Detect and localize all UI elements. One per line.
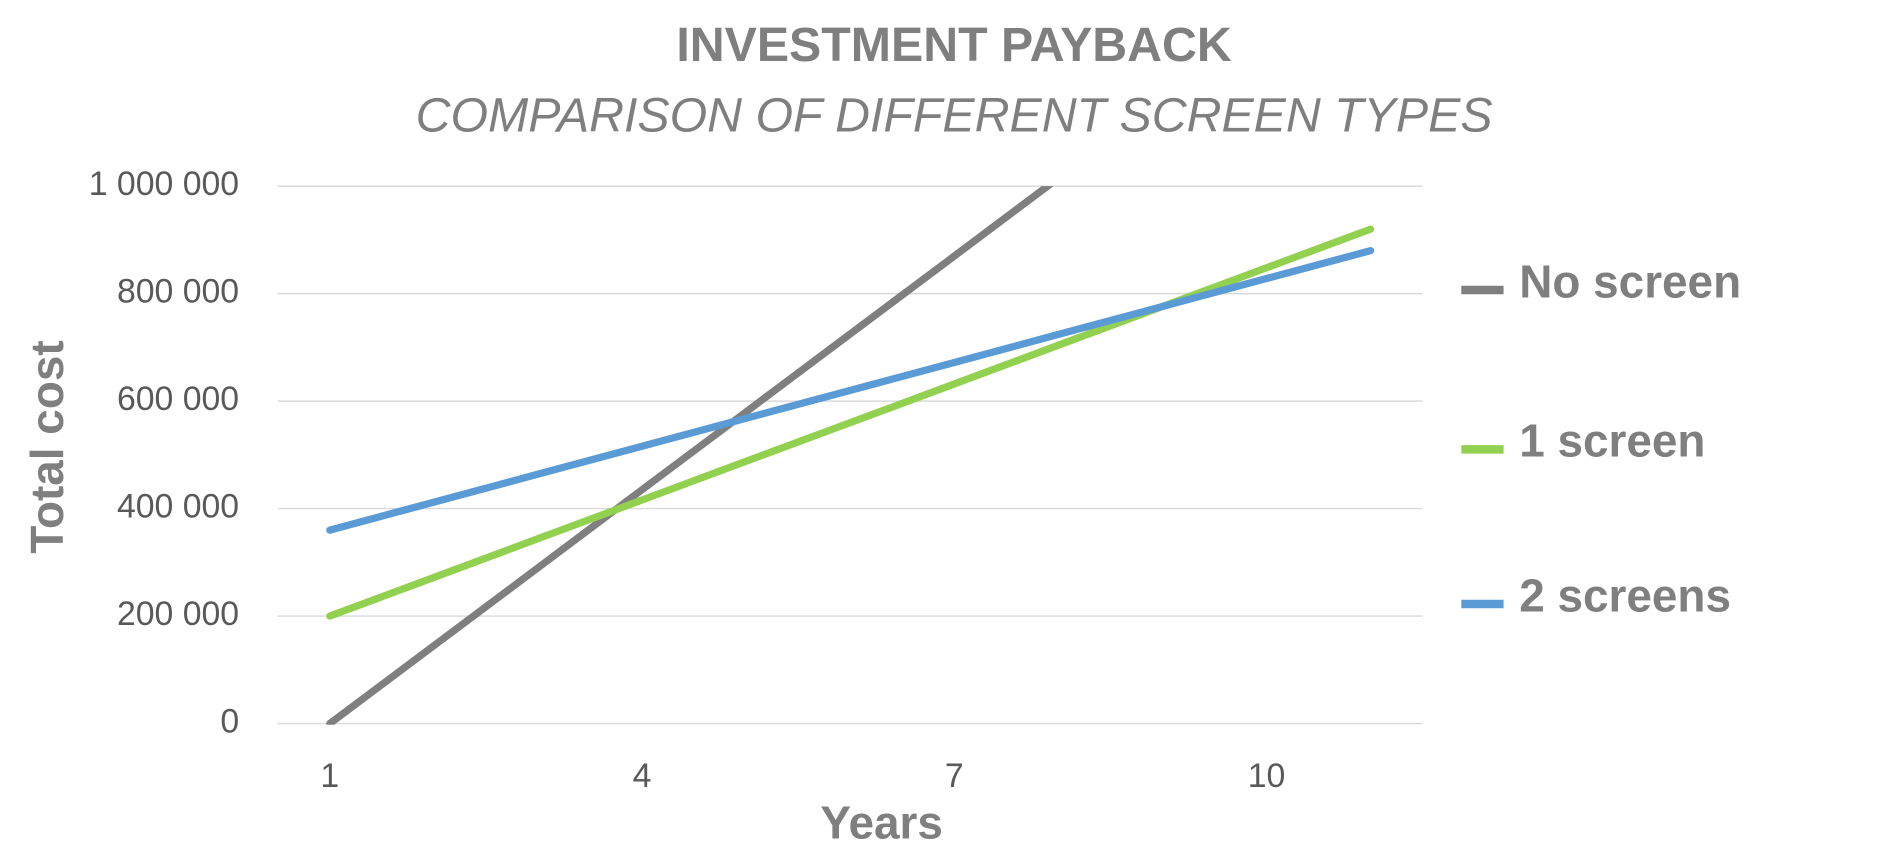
series-line bbox=[326, 186, 1054, 725]
y-tick-label: 0 bbox=[220, 702, 239, 740]
legend-label: No screen bbox=[1519, 255, 1741, 307]
x-tick-label: 10 bbox=[1248, 757, 1286, 795]
y-tick-label: 200 000 bbox=[117, 595, 239, 633]
series-line bbox=[326, 246, 1375, 534]
legend-label: 1 screen bbox=[1519, 415, 1705, 467]
chart-subtitle: COMPARISON OF DIFFERENT SCREEN TYPES bbox=[416, 88, 1493, 142]
legend-label: 2 screens bbox=[1519, 569, 1731, 621]
y-tick-label: 1 000 000 bbox=[89, 165, 239, 203]
y-tick-label: 400 000 bbox=[117, 488, 239, 526]
x-tick-label: 1 bbox=[320, 757, 339, 795]
x-axis-title: Years bbox=[820, 796, 942, 848]
series-line bbox=[326, 225, 1375, 620]
x-tick-label: 7 bbox=[945, 757, 964, 795]
plot-area bbox=[326, 186, 1375, 725]
y-tick-label: 600 000 bbox=[117, 380, 239, 418]
chart-title: INVESTMENT PAYBACK bbox=[676, 18, 1232, 72]
y-axis-title: Total cost bbox=[21, 340, 73, 553]
y-tick-label: 800 000 bbox=[117, 273, 239, 311]
x-tick-label: 4 bbox=[633, 757, 652, 795]
